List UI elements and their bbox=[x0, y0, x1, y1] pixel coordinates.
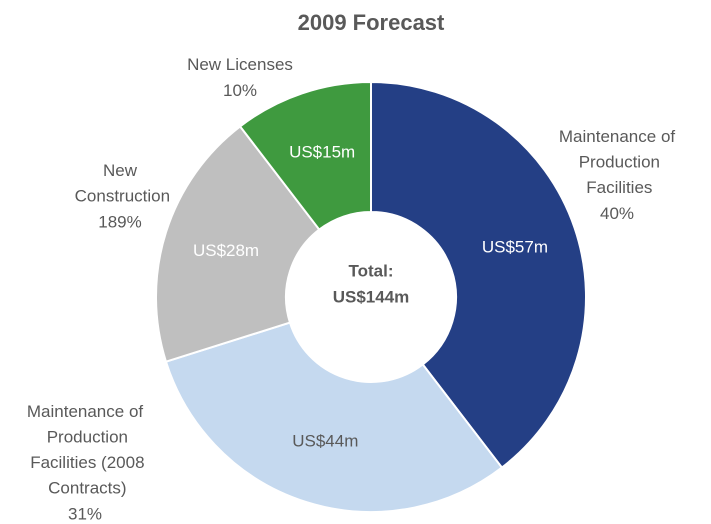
slice bbox=[370, 80, 587, 469]
category-label: Maintenance of Production Facilities bbox=[559, 127, 676, 197]
slice-value-label: US$28m bbox=[193, 241, 259, 260]
percent-label: 189% bbox=[98, 212, 141, 231]
chart-title: 2009 Forecast bbox=[298, 10, 445, 35]
slice-value-label: US$57m bbox=[482, 238, 548, 257]
slice bbox=[238, 80, 372, 231]
slice bbox=[155, 125, 321, 363]
percent-label: 40% bbox=[600, 204, 634, 223]
slice-value-label: US$44m bbox=[292, 431, 358, 450]
category-label: New Construction bbox=[70, 161, 170, 206]
slice-value-label: US$15m bbox=[289, 143, 355, 162]
slice bbox=[164, 321, 504, 513]
category-label: Maintenance of Production Facilities (20… bbox=[25, 402, 144, 498]
percent-label: 31% bbox=[68, 504, 102, 523]
percent-label: 10% bbox=[223, 81, 257, 100]
category-label: New Licenses bbox=[187, 55, 293, 74]
total-caption: Total: bbox=[348, 261, 393, 280]
total-value: US$144m bbox=[333, 287, 410, 306]
